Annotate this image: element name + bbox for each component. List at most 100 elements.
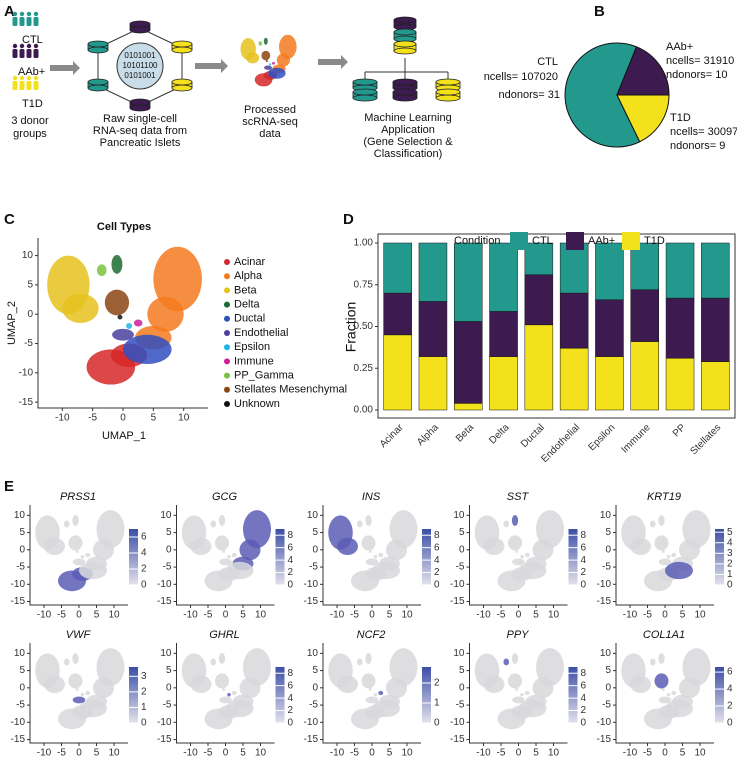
bar-segment xyxy=(595,299,624,357)
x-tick-label: 5 xyxy=(533,610,539,621)
cell-cluster xyxy=(190,675,212,694)
x-tick-label: 0 xyxy=(662,610,668,621)
y-tick-label: 5 xyxy=(459,665,465,676)
cylinder xyxy=(129,98,151,106)
cell-cluster xyxy=(243,648,271,687)
y-tick-label: -10 xyxy=(11,717,26,728)
colorbar-label: 3 xyxy=(727,548,733,559)
y-tick-label: -15 xyxy=(157,734,172,745)
x-tick-label: 5 xyxy=(387,610,393,621)
x-tick-label: -10 xyxy=(37,610,52,621)
bar-segment xyxy=(559,242,589,294)
x-tick-label: -5 xyxy=(88,413,97,424)
x-tick-label: Delta xyxy=(487,422,512,447)
y-tick-label: 10 xyxy=(600,648,612,659)
group-label: CTL xyxy=(22,34,43,46)
cell-cluster xyxy=(72,558,86,566)
y-tick-label: -5 xyxy=(16,700,25,711)
step-label: (Gene Selection & xyxy=(363,136,453,148)
cell-cluster xyxy=(665,699,693,718)
y-tick-label: 0 xyxy=(166,682,172,693)
y-tick-label: -5 xyxy=(24,338,33,349)
person-icon xyxy=(12,49,18,58)
y-tick-label: -15 xyxy=(157,596,172,607)
y-tick-label: -15 xyxy=(11,596,26,607)
person-icon xyxy=(19,17,25,26)
cylinder xyxy=(87,78,109,86)
cylinder xyxy=(435,88,461,96)
bar-segment xyxy=(630,289,659,342)
cylinder xyxy=(129,20,151,28)
person-icon xyxy=(19,11,25,17)
cell-cluster xyxy=(62,293,99,323)
cell-cluster xyxy=(682,510,711,549)
x-tick-label: -10 xyxy=(476,610,491,621)
cell-cluster xyxy=(503,520,510,528)
cell-cluster xyxy=(661,550,665,553)
y-tick-label: 0 xyxy=(605,544,611,555)
x-tick-label: -5 xyxy=(497,748,506,759)
legend-label: Stellates Mesenchymal xyxy=(234,384,347,396)
cell-cluster xyxy=(365,515,372,527)
colorbar-label: 8 xyxy=(581,668,587,679)
x-tick-label: 10 xyxy=(694,748,706,759)
colorbar-label: 0 xyxy=(581,718,587,729)
x-tick-label: 5 xyxy=(94,748,100,759)
colorbar xyxy=(275,667,285,723)
cell-cluster xyxy=(85,690,91,696)
y-tick-label: -5 xyxy=(602,700,611,711)
colorbar-label: 2 xyxy=(581,705,587,716)
cell-cluster xyxy=(536,510,564,549)
bar-segment xyxy=(383,292,412,336)
cell-cluster xyxy=(386,677,407,699)
gene-title: SST xyxy=(507,491,530,503)
cell-cluster xyxy=(104,289,130,316)
colorbar-label: 0 xyxy=(434,580,440,591)
x-tick-label: 0 xyxy=(76,610,82,621)
cell-cluster xyxy=(508,535,522,551)
cell-cluster xyxy=(389,648,418,687)
colorbar xyxy=(422,529,431,585)
cell-cluster xyxy=(63,658,70,666)
x-tick-label: -10 xyxy=(183,610,198,621)
cylinder xyxy=(393,47,417,55)
x-tick-label: Immune xyxy=(619,422,653,456)
cell-cluster xyxy=(365,696,379,704)
gene-title: VWF xyxy=(66,629,92,641)
colorbar-label: 2 xyxy=(434,567,440,578)
binary: 10101100 xyxy=(123,61,159,70)
cell-cluster xyxy=(532,677,554,699)
x-tick-label: Acinar xyxy=(378,422,406,450)
x-tick-label: -5 xyxy=(350,610,359,621)
colorbar xyxy=(715,529,724,585)
legend-label: Acinar xyxy=(234,256,266,268)
y-tick-label: -5 xyxy=(163,700,172,711)
cell-cluster xyxy=(368,550,372,553)
x-tick-label: 5 xyxy=(533,748,539,759)
cell-cluster xyxy=(361,673,376,689)
person-icon xyxy=(19,43,25,49)
bar-segment xyxy=(701,297,730,362)
cell-cluster xyxy=(210,658,217,666)
colorbar xyxy=(422,667,431,723)
cell-cluster xyxy=(679,677,700,699)
x-tick-label: 10 xyxy=(401,610,413,621)
y-tick-label: 5 xyxy=(459,527,465,538)
colorbar-label: 1 xyxy=(141,702,147,713)
panel-label: C xyxy=(4,211,15,228)
cylinder xyxy=(392,88,418,96)
legend-label: Delta xyxy=(234,299,261,311)
cylinder xyxy=(352,94,378,102)
cylinder xyxy=(129,26,151,34)
bar-segment xyxy=(489,311,518,357)
cell-cluster xyxy=(269,63,272,66)
cell-cluster xyxy=(276,53,290,67)
x-tick-label: 0 xyxy=(120,413,126,424)
y-tick-label: -10 xyxy=(11,579,26,590)
person-icon xyxy=(12,81,18,90)
y-tick-label: 0.00 xyxy=(354,405,374,416)
cell-cluster xyxy=(654,535,669,551)
y-tick-label: 5 xyxy=(605,527,611,538)
cell-cluster xyxy=(222,688,226,691)
cell-cluster xyxy=(682,648,711,687)
